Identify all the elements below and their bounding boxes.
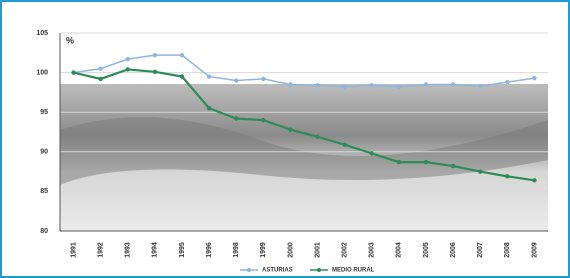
point: [478, 84, 482, 88]
point: [126, 57, 130, 61]
legend-marker: [247, 268, 251, 272]
point: [98, 77, 102, 81]
point: [505, 80, 509, 84]
point: [532, 178, 536, 182]
x-tick-label: 2005: [423, 242, 430, 258]
point: [424, 82, 428, 86]
point: [315, 135, 319, 139]
y-unit-label: %: [66, 35, 74, 45]
x-tick-label: 2003: [369, 242, 376, 258]
x-tick-label: 2000: [287, 242, 294, 258]
x-tick-label: 1999: [260, 242, 267, 258]
chart: % 80 85 90 95 100 105 1991 1992 1993 1994 1995 1996…: [0, 0, 570, 278]
page: {"chart_data": {"type": "line", "y_unit_…: [0, 0, 570, 278]
point: [288, 82, 292, 86]
x-tick-label: 1993: [125, 242, 132, 258]
point: [261, 77, 265, 81]
point: [207, 106, 211, 110]
point: [126, 67, 130, 71]
point: [234, 116, 238, 120]
legend-label: MEDIO RURAL: [332, 268, 375, 274]
x-tick-label: 1992: [98, 242, 105, 258]
point: [180, 74, 184, 78]
point: [397, 160, 401, 164]
y-tick-label: 105: [36, 30, 48, 37]
x-tick-label: 2009: [531, 242, 538, 258]
point: [370, 151, 374, 155]
point: [505, 174, 509, 178]
x-tick-label: 1991: [70, 242, 77, 258]
point: [234, 78, 238, 82]
point: [180, 53, 184, 57]
x-tick-label: 1995: [179, 242, 186, 258]
point: [207, 74, 211, 78]
point: [153, 70, 157, 74]
x-tick-label: 2002: [342, 242, 349, 258]
point: [451, 164, 455, 168]
point: [424, 160, 428, 164]
y-tick-label: 95: [40, 109, 48, 116]
y-tick-label: 85: [40, 188, 48, 195]
point: [98, 66, 102, 70]
point: [153, 53, 157, 57]
x-tick-label: 2004: [396, 242, 403, 258]
point: [451, 82, 455, 86]
point: [71, 70, 75, 74]
point: [315, 83, 319, 87]
point: [342, 142, 346, 146]
point: [532, 76, 536, 80]
point: [370, 83, 374, 87]
point: [342, 85, 346, 89]
x-tick-label: 2008: [504, 242, 511, 258]
x-tick-label: 2007: [477, 242, 484, 258]
point: [397, 85, 401, 89]
x-tick-label: 2006: [450, 242, 457, 258]
x-tick-label: 1996: [206, 242, 213, 258]
y-tick-label: 90: [40, 149, 48, 156]
x-tick-label: 1994: [152, 242, 159, 258]
point: [288, 127, 292, 131]
y-tick-label: 80: [40, 228, 48, 235]
point: [478, 169, 482, 173]
point: [261, 118, 265, 122]
x-tick-label: 2001: [314, 242, 321, 258]
x-tick-label: 1998: [233, 242, 240, 258]
legend-label: ASTURIAS: [262, 268, 293, 274]
legend-marker: [317, 268, 321, 272]
y-tick-label: 100: [36, 69, 48, 76]
